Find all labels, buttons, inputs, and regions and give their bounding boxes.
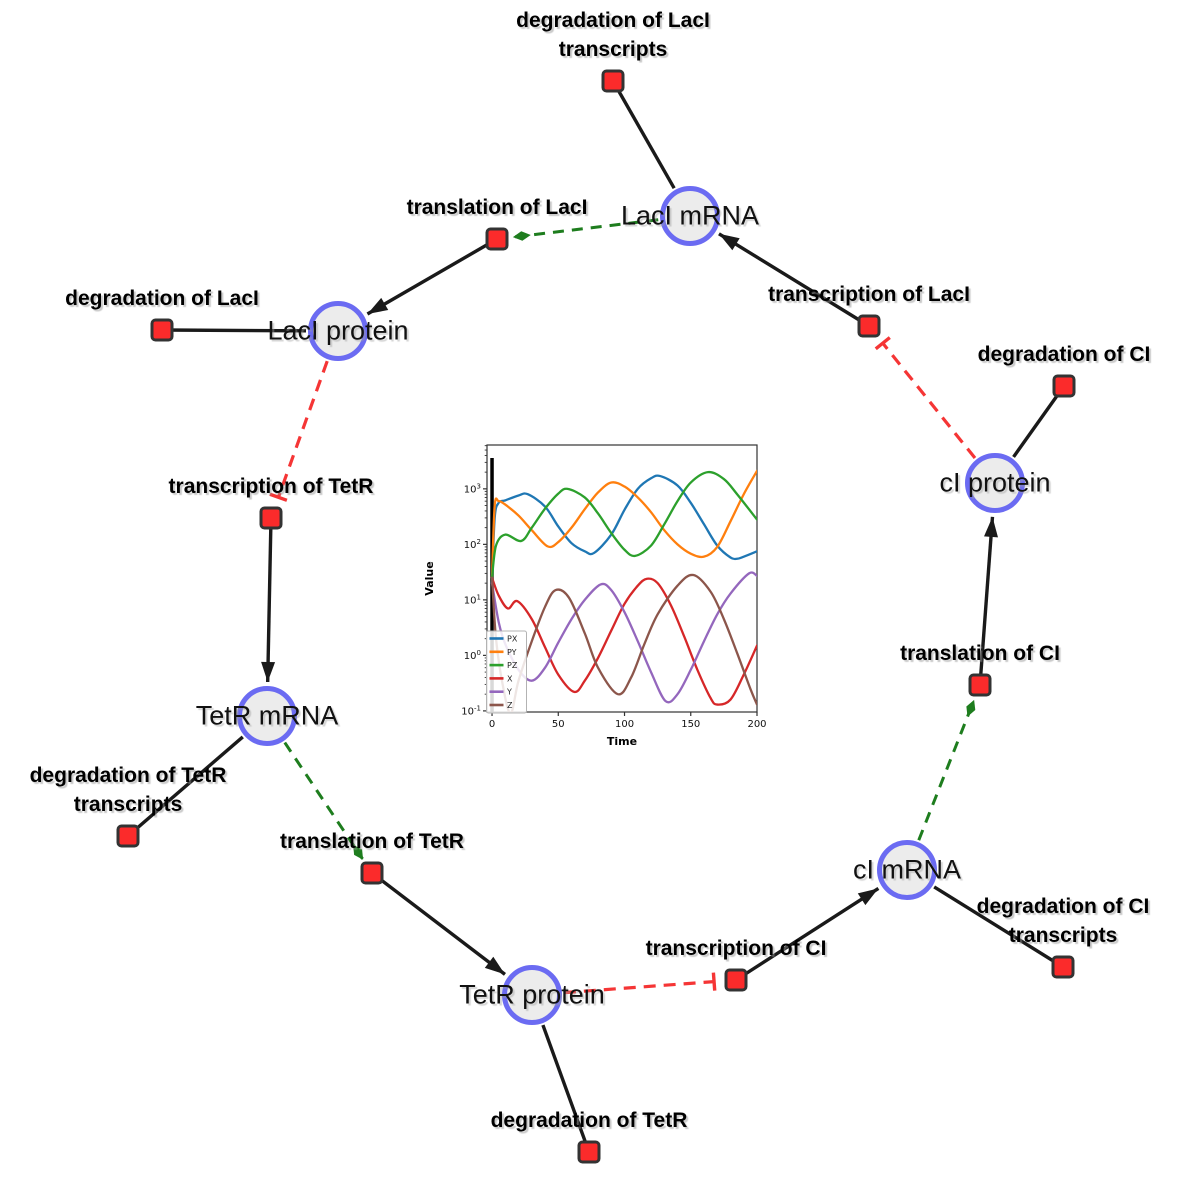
edge-cI-protein-to-deg-cI <box>1012 385 1066 458</box>
edge-trans-cI-to-cI-protein <box>978 516 998 686</box>
chart-curves <box>490 469 757 712</box>
legend-label-z: Z <box>507 701 513 710</box>
edge-tetR-mrna-to-trans-tetR <box>283 741 364 860</box>
legend-label-x: X <box>507 674 513 683</box>
inset-chart: 0 50 100 150 200 10-1 100 101 102 103 Time Value PX P… <box>423 435 770 765</box>
legend-label-pz: PZ <box>507 661 518 670</box>
reaction-node-deg-cI[interactable] <box>1052 374 1076 398</box>
reaction-node-trans-lacI[interactable] <box>485 227 509 251</box>
species-node-lacI-protein[interactable] <box>308 301 368 361</box>
reaction-node-txn-tetR[interactable] <box>259 506 283 530</box>
edge-tetR-mrna-to-deg-tetR-tx <box>126 735 244 838</box>
y-tick-label: 103 <box>464 482 481 495</box>
chart-legend: PX PY PZ XYZ <box>486 630 527 714</box>
species-node-cI-mrna[interactable] <box>877 840 937 900</box>
series-py <box>490 469 757 579</box>
y-tick-label: 100 <box>464 649 481 662</box>
edge-txn-lacI-to-lacI-mrna <box>718 232 870 328</box>
y-tick-label: 101 <box>464 593 481 606</box>
legend-label-y: Y <box>506 688 512 697</box>
edge-trans-lacI-to-lacI-protein <box>366 237 498 316</box>
edge-cI-mrna-to-trans-cI <box>917 699 976 841</box>
series-pz <box>490 470 757 579</box>
reaction-node-trans-tetR[interactable] <box>360 861 384 885</box>
edge-tetR-protein-to-deg-tetR <box>541 1024 591 1153</box>
reaction-node-deg-lacI-tx[interactable] <box>601 69 625 93</box>
edge-txn-cI-to-cI-mrna <box>735 886 880 982</box>
species-node-tetR-mrna[interactable] <box>237 686 297 746</box>
edge-cI-protein-to-txn-lacI <box>881 342 977 460</box>
reaction-node-deg-tetR[interactable] <box>577 1140 601 1164</box>
edge-txn-tetR-to-tetR-mrna <box>261 517 276 683</box>
series-z <box>490 573 757 712</box>
legend-label-py: PY <box>507 648 517 657</box>
x-tick-label: 50 <box>552 719 565 730</box>
series-x <box>490 576 757 706</box>
x-tick-label: 150 <box>681 719 700 730</box>
series-y <box>490 571 757 704</box>
inset-chart-svg: 0 50 100 150 20010-1100101102103TimeValuePXP… <box>423 444 767 748</box>
edge-cI-mrna-to-deg-cI-tx <box>933 885 1064 969</box>
species-node-tetR-protein[interactable] <box>502 965 562 1025</box>
y-tick-label: 102 <box>464 538 481 551</box>
edge-lacI-mrna-to-deg-lacI-tx <box>611 80 676 190</box>
legend-label-px: PX <box>507 635 518 644</box>
inhibition-tbar-txn-tetR <box>269 492 288 502</box>
x-axis-label: Time <box>607 735 637 748</box>
x-tick-label: 200 <box>747 719 766 730</box>
chart-spines <box>486 444 758 713</box>
y-tick-label: 10-1 <box>461 704 481 717</box>
edge-tetR-protein-to-txn-cI <box>563 980 715 995</box>
reaction-node-txn-cI[interactable] <box>724 968 748 992</box>
edge-lacI-mrna-to-trans-lacI <box>512 218 659 241</box>
reaction-node-deg-tetR-tx[interactable] <box>116 824 140 848</box>
x-tick-label: 100 <box>615 719 634 730</box>
reaction-node-deg-cI-tx[interactable] <box>1051 955 1075 979</box>
edge-lacI-protein-to-txn-tetR <box>276 360 329 498</box>
reaction-node-txn-lacI[interactable] <box>857 314 881 338</box>
inhibition-tbar-txn-lacI <box>874 336 891 351</box>
edge-lacI-protein-to-deg-lacI <box>161 328 307 333</box>
reaction-node-trans-cI[interactable] <box>968 673 992 697</box>
y-axis-label: Value <box>425 561 436 595</box>
edge-trans-tetR-to-tetR-protein <box>370 871 506 976</box>
inhibition-tbar-txn-cI <box>711 972 717 991</box>
x-tick-label: 0 <box>489 719 495 730</box>
species-node-cI-protein[interactable] <box>965 453 1025 513</box>
reaction-node-deg-lacI[interactable] <box>150 318 174 342</box>
species-node-lacI-mrna[interactable] <box>660 186 720 246</box>
